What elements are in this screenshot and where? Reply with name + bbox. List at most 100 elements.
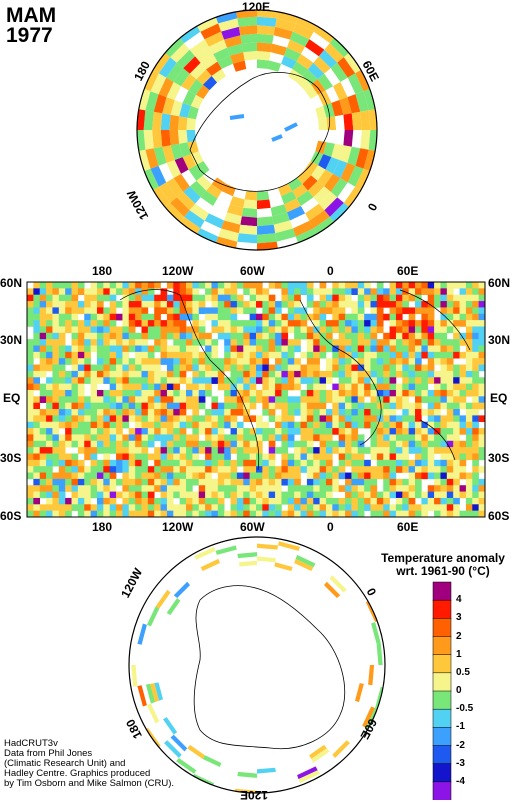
anomaly-cell	[230, 396, 238, 403]
anomaly-cell	[351, 288, 359, 295]
anomaly-cell	[211, 434, 219, 442]
anomaly-cell	[275, 497, 282, 505]
anomaly-cell	[351, 497, 359, 505]
anomaly-cell	[332, 313, 339, 321]
anomaly-cell	[434, 447, 441, 454]
anomaly-cell	[287, 370, 295, 378]
polar-anomaly-cell	[241, 42, 257, 53]
anomaly-cell	[249, 440, 257, 448]
anomaly-cell	[90, 332, 98, 340]
anomaly-cell	[402, 301, 409, 308]
anomaly-cell	[325, 332, 333, 340]
anomaly-cell	[370, 497, 378, 505]
anomaly-cell	[338, 440, 346, 448]
anomaly-cell	[58, 364, 66, 372]
anomaly-cell	[96, 377, 104, 384]
anomaly-cell	[389, 294, 397, 302]
anomaly-cell	[453, 345, 460, 353]
anomaly-cell	[65, 453, 72, 461]
polar-anomaly-cell	[137, 685, 147, 707]
anomaly-cell	[116, 301, 123, 308]
anomaly-cell	[440, 472, 448, 480]
anomaly-cell	[179, 428, 187, 435]
anomaly-cell	[39, 332, 47, 340]
anomaly-cell	[211, 409, 219, 416]
anomaly-cell	[313, 288, 320, 295]
anomaly-cell	[135, 459, 142, 467]
lat-label-right: 60S	[488, 509, 510, 523]
anomaly-cell	[65, 326, 72, 334]
anomaly-cell	[338, 466, 346, 473]
anomaly-cell	[166, 402, 174, 410]
polar-anomaly-cell	[215, 236, 238, 250]
anomaly-cell	[147, 485, 155, 492]
anomaly-cell	[39, 288, 47, 295]
anomaly-cell	[96, 320, 104, 327]
polar-anomaly-cell	[275, 18, 296, 32]
anomaly-cell	[230, 301, 238, 308]
anomaly-cell	[224, 396, 231, 403]
anomaly-cell	[408, 402, 416, 410]
anomaly-cell	[395, 396, 403, 403]
anomaly-cell	[122, 332, 130, 340]
anomaly-cell	[116, 332, 123, 340]
anomaly-cell	[383, 504, 390, 511]
anomaly-cell	[84, 491, 91, 499]
anomaly-cell	[173, 415, 180, 423]
anomaly-cell	[383, 434, 390, 442]
anomaly-cell	[446, 396, 454, 403]
polar-anomaly-cell	[257, 33, 274, 44]
anomaly-cell	[256, 478, 263, 486]
anomaly-cell	[262, 364, 270, 372]
anomaly-cell	[46, 497, 53, 505]
anomaly-cell	[217, 320, 225, 327]
anomaly-cell	[351, 396, 359, 403]
anomaly-cell	[243, 415, 250, 423]
anomaly-cell	[33, 440, 41, 448]
anomaly-cell	[332, 364, 339, 372]
anomaly-cell	[408, 472, 416, 480]
anomaly-cell	[224, 383, 231, 391]
anomaly-cell	[52, 402, 60, 410]
polar-anomaly-cell	[305, 39, 325, 57]
anomaly-cell	[71, 326, 79, 334]
polar-anomaly-cell	[347, 73, 364, 95]
anomaly-cell	[434, 497, 441, 505]
anomaly-cell	[268, 466, 276, 473]
anomaly-cell	[294, 332, 301, 340]
anomaly-cell	[434, 332, 441, 340]
anomaly-cell	[319, 428, 327, 435]
anomaly-cell	[357, 396, 365, 403]
anomaly-cell	[434, 421, 441, 429]
anomaly-cell	[351, 332, 359, 340]
anomaly-cell	[338, 288, 346, 295]
anomaly-cell	[141, 472, 149, 480]
lon-label-bottom: 60W	[240, 520, 265, 534]
anomaly-cell	[345, 370, 352, 378]
anomaly-cell	[90, 282, 98, 289]
anomaly-cell	[141, 434, 149, 442]
anomaly-cell	[370, 466, 378, 473]
lat-label-right: 30N	[488, 333, 511, 347]
anomaly-cell	[65, 377, 72, 384]
anomaly-cell	[306, 339, 314, 346]
anomaly-cell	[27, 301, 34, 308]
anomaly-cell	[90, 307, 98, 315]
anomaly-cell	[402, 485, 409, 492]
polar-anomaly-cell	[270, 204, 287, 217]
anomaly-cell	[116, 434, 123, 442]
anomaly-cell	[402, 383, 409, 391]
anomaly-cell	[262, 491, 270, 499]
anomaly-cell	[90, 504, 98, 511]
anomaly-cell	[357, 409, 365, 416]
anomaly-cell	[90, 472, 98, 480]
anomaly-cell	[52, 320, 60, 327]
year-label: 1977	[6, 24, 53, 47]
anomaly-cell	[52, 453, 60, 461]
polar-anomaly-cell	[221, 220, 241, 234]
anomaly-cell	[389, 453, 397, 461]
anomaly-cell	[186, 440, 193, 448]
anomaly-cell	[376, 491, 384, 499]
anomaly-cell	[453, 466, 460, 473]
anomaly-cell	[427, 358, 435, 365]
